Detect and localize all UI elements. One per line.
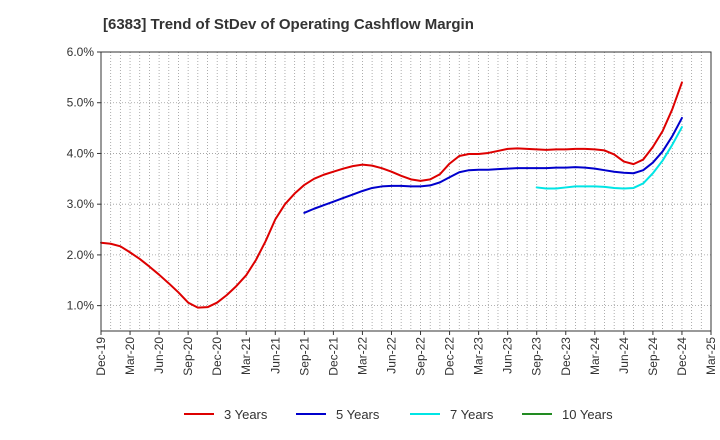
plot-frame: [100, 51, 712, 332]
legend-label: 7 Years: [450, 407, 494, 422]
y-tick-label: 3.0%: [67, 197, 95, 211]
x-tick-label: Dec-23: [559, 337, 573, 376]
x-tick-label: Sep-21: [297, 337, 311, 376]
x-tick-label: Jun-20: [152, 337, 166, 374]
x-tick-label: Dec-19: [94, 337, 108, 376]
x-tick-label: Jun-22: [384, 337, 398, 374]
x-tick-label: Mar-22: [355, 337, 369, 375]
x-tick-label: Sep-24: [646, 337, 660, 376]
y-tick-label: 6.0%: [67, 45, 95, 59]
x-tick-label: Sep-22: [414, 337, 428, 376]
legend-label: 3 Years: [224, 407, 268, 422]
legend: 3 Years 5 Years 7 Years 10 Years: [184, 407, 613, 422]
x-tick-label: Sep-20: [181, 337, 195, 376]
legend-label: 5 Years: [336, 407, 380, 422]
series-line-3-years: [100, 81, 683, 309]
series-line-5-years: [303, 116, 683, 214]
x-tick-label: Dec-22: [443, 337, 457, 376]
legend-label: 10 Years: [562, 407, 613, 422]
plot-background: [101, 52, 711, 331]
chart-title: [6383] Trend of StDev of Operating Cashf…: [103, 16, 474, 33]
x-tick-label: Jun-23: [501, 337, 515, 374]
y-tick-label: 1.0%: [67, 299, 95, 313]
y-tick-label: 5.0%: [67, 96, 95, 110]
x-tick-label: Mar-21: [239, 337, 253, 375]
x-tick-label: Mar-20: [123, 337, 137, 375]
x-tick-label: Jun-24: [617, 337, 631, 374]
series-line-7-years: [535, 126, 683, 190]
y-tick-label: 4.0%: [67, 146, 95, 160]
y-axis-ticks: 1.0% 2.0% 3.0% 4.0% 5.0% 6.0%: [67, 45, 101, 313]
x-tick-label: Jun-21: [268, 337, 282, 374]
x-axis-ticks: Dec-19 Mar-20 Jun-20 Sep-20 Dec-20 Mar-21 Jun-…: [94, 331, 718, 376]
x-tick-label: Mar-24: [588, 337, 602, 375]
x-tick-label: Mar-23: [472, 337, 486, 375]
x-tick-label: Dec-20: [210, 337, 224, 376]
x-tick-label: Dec-21: [326, 337, 340, 376]
series-lines: [100, 81, 683, 309]
y-tick-label: 2.0%: [67, 248, 95, 262]
x-tick-label: Sep-23: [530, 337, 544, 376]
x-tick-label: Dec-24: [675, 337, 689, 376]
x-tick-label: Mar-25: [704, 337, 718, 375]
